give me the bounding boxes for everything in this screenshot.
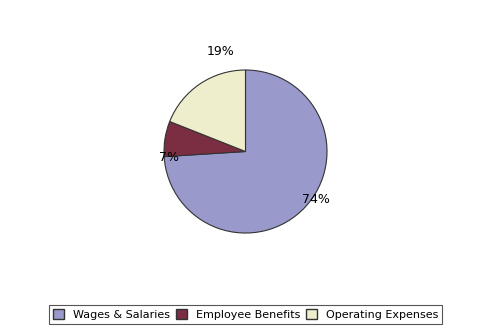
- Wedge shape: [164, 70, 327, 233]
- Text: 19%: 19%: [207, 45, 235, 58]
- Legend: Wages & Salaries, Employee Benefits, Operating Expenses: Wages & Salaries, Employee Benefits, Ope…: [49, 305, 442, 324]
- Text: 7%: 7%: [159, 151, 179, 164]
- Wedge shape: [164, 122, 246, 157]
- Wedge shape: [170, 70, 246, 152]
- Text: 74%: 74%: [302, 192, 329, 205]
